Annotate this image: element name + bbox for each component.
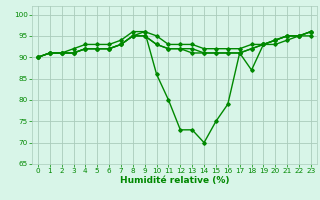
X-axis label: Humidité relative (%): Humidité relative (%) xyxy=(120,176,229,185)
